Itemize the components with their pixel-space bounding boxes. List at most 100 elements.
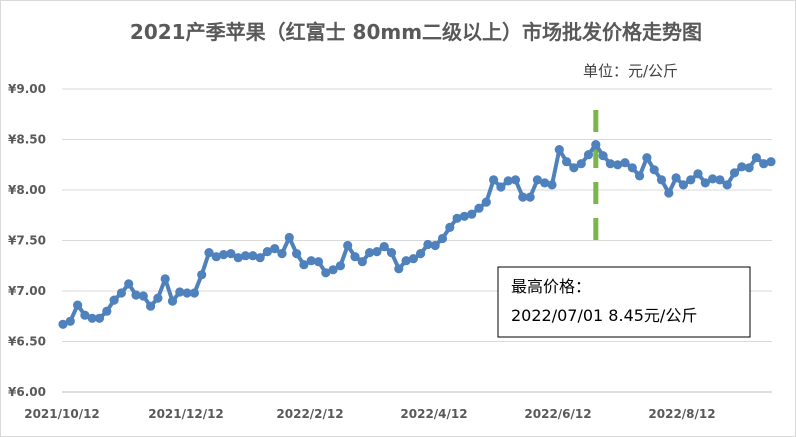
data-point [642,153,652,163]
data-point [292,249,302,259]
data-point [379,242,389,252]
x-tick-label: 2022/8/12 [648,407,715,421]
data-point [372,247,382,257]
data-point [204,248,214,258]
data-point [598,151,608,161]
data-point [167,296,178,306]
x-axis-labels: 2021/10/12 2021/12/12 2022/2/12 2022/4/12 20… [24,407,715,421]
data-point [737,162,747,172]
data-point [627,163,637,173]
data-point [335,261,345,271]
data-point [664,188,674,198]
data-point [503,176,513,186]
data-point [350,252,360,262]
data-point [678,180,689,190]
data-point [240,251,251,261]
data-point [313,257,324,267]
data-point [109,295,119,305]
y-tick-label: ¥8.00 [8,183,46,197]
data-point [160,274,170,284]
data-point [394,264,404,274]
data-point [452,213,462,223]
data-point [365,248,375,258]
data-point [328,265,338,275]
data-point [518,192,528,202]
data-point [357,257,367,267]
data-point [722,180,732,190]
x-tick-label: 2022/2/12 [276,407,343,421]
data-point [744,163,754,173]
data-point [729,168,740,178]
peak-annotation-box: 最高价格： 2022/07/01 8.45元/公斤 [497,266,751,338]
data-point [401,256,411,266]
data-point [576,159,586,169]
data-point [211,252,221,262]
data-point [554,145,564,155]
data-point [613,160,623,170]
data-point [102,306,112,316]
data-point [532,175,543,185]
data-point [700,178,710,188]
data-point [197,270,207,280]
data-point [635,171,645,181]
data-point [605,159,616,169]
y-tick-label: ¥6.00 [8,385,46,399]
annotation-line1: 最高价格： [511,277,591,296]
data-point [233,253,243,263]
data-point [591,140,601,150]
data-point [693,169,703,179]
chart-title: 2021产季苹果（红富士 80mm二级以上）市场批发价格走势图 [130,20,702,44]
data-point [430,240,440,251]
data-point [562,157,572,167]
data-point [445,222,455,232]
data-point [708,174,718,184]
data-point [343,240,353,251]
y-tick-label: ¥7.50 [8,234,46,248]
data-point [124,279,134,289]
x-tick-label: 2021/12/12 [148,407,224,421]
data-point [437,233,448,244]
data-point [73,300,83,310]
y-tick-label: ¥9.00 [8,82,46,96]
data-point [255,253,265,263]
data-point [496,182,506,192]
data-point [408,254,418,264]
data-point [262,247,272,257]
data-point [175,287,185,297]
data-point [766,157,776,167]
data-point [153,293,163,303]
data-point [649,165,659,175]
data-point [306,256,316,266]
data-point [569,163,579,173]
data-point [467,209,477,219]
data-point [182,288,192,298]
y-tick-label: ¥7.00 [8,284,46,298]
x-tick-label: 2022/6/12 [524,407,591,421]
data-point [284,232,294,243]
annotation-rect [497,266,751,338]
data-point [321,268,331,278]
data-point [131,290,141,300]
data-point [656,175,667,185]
data-point [751,153,762,163]
data-point [219,250,229,260]
y-axis-labels: ¥6.00 ¥6.50 ¥7.00 ¥7.50 ¥8.00 ¥8.50 ¥9.00 [8,82,46,399]
data-points [58,140,776,329]
data-point [80,310,90,320]
data-point [386,248,397,258]
data-point [299,260,309,270]
data-point [620,158,630,168]
annotation-line2: 2022/07/01 8.45元/公斤 [511,306,697,325]
data-point [540,178,550,188]
data-point [583,150,594,160]
data-point [277,249,287,259]
data-point [65,316,75,326]
y-tick-label: ¥8.50 [8,133,46,147]
y-tick-label: ¥6.50 [8,335,46,349]
data-point [138,291,148,301]
data-point [489,175,499,185]
data-point [270,244,280,254]
data-point [459,211,469,221]
